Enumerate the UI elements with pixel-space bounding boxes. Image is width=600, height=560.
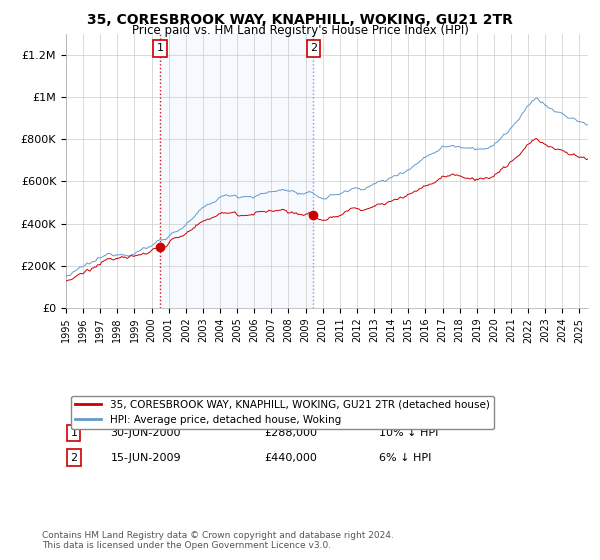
Text: 10% ↓ HPI: 10% ↓ HPI bbox=[379, 428, 439, 438]
Bar bbox=[160, 34, 313, 308]
Text: 2: 2 bbox=[310, 43, 317, 53]
Text: £440,000: £440,000 bbox=[265, 452, 317, 463]
Text: £288,000: £288,000 bbox=[265, 428, 317, 438]
Legend: 35, CORESBROOK WAY, KNAPHILL, WOKING, GU21 2TR (detached house), HPI: Average pr: 35, CORESBROOK WAY, KNAPHILL, WOKING, GU… bbox=[71, 395, 494, 429]
Text: 1: 1 bbox=[70, 428, 77, 438]
Text: 30-JUN-2000: 30-JUN-2000 bbox=[110, 428, 181, 438]
Text: 35, CORESBROOK WAY, KNAPHILL, WOKING, GU21 2TR: 35, CORESBROOK WAY, KNAPHILL, WOKING, GU… bbox=[87, 13, 513, 27]
Text: 1: 1 bbox=[157, 43, 164, 53]
Text: 2: 2 bbox=[70, 452, 77, 463]
Text: 15-JUN-2009: 15-JUN-2009 bbox=[110, 452, 181, 463]
Text: Contains HM Land Registry data © Crown copyright and database right 2024.
This d: Contains HM Land Registry data © Crown c… bbox=[42, 530, 394, 550]
Text: Price paid vs. HM Land Registry's House Price Index (HPI): Price paid vs. HM Land Registry's House … bbox=[131, 24, 469, 37]
Text: 6% ↓ HPI: 6% ↓ HPI bbox=[379, 452, 431, 463]
